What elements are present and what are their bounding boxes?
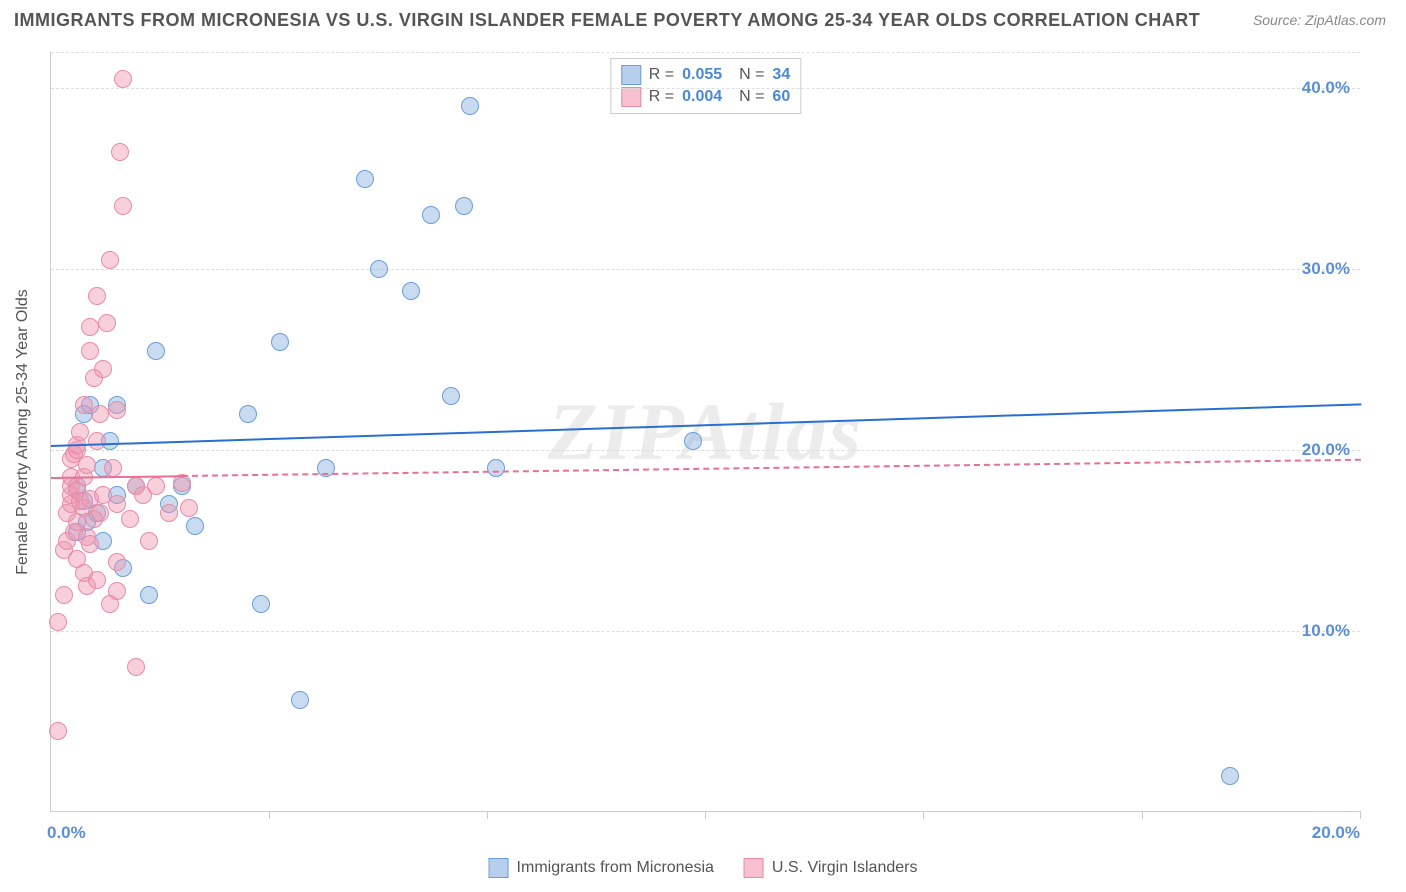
scatter-point [81, 318, 99, 336]
scatter-point [121, 510, 139, 528]
scatter-point [1221, 767, 1239, 785]
x-tick [923, 811, 924, 819]
legend-r-label: R = [649, 66, 674, 84]
scatter-point [291, 691, 309, 709]
scatter-point [49, 722, 67, 740]
legend-r-value: 0.055 [682, 66, 722, 84]
scatter-point [98, 314, 116, 332]
legend-item: Immigrants from Micronesia [489, 858, 714, 878]
trend-line [51, 475, 182, 479]
y-axis-label: Female Poverty Among 25-34 Year Olds [14, 289, 32, 575]
scatter-point [442, 387, 460, 405]
y-tick-label: 40.0% [1302, 78, 1350, 98]
legend-r-value: 0.004 [682, 88, 722, 106]
x-tick [1360, 811, 1361, 819]
legend-label: U.S. Virgin Islanders [772, 859, 918, 877]
scatter-point [111, 143, 129, 161]
legend-swatch-pink [621, 87, 641, 107]
scatter-point [455, 197, 473, 215]
x-tick [1142, 811, 1143, 819]
legend-label: Immigrants from Micronesia [517, 859, 714, 877]
scatter-point [180, 499, 198, 517]
scatter-point [127, 658, 145, 676]
scatter-point [55, 586, 73, 604]
scatter-point [104, 459, 122, 477]
gridline [51, 450, 1360, 451]
scatter-point [88, 432, 106, 450]
x-tick [705, 811, 706, 819]
scatter-point [108, 553, 126, 571]
scatter-point [684, 432, 702, 450]
scatter-point [75, 396, 93, 414]
legend-n-value: 60 [772, 88, 790, 106]
scatter-point [422, 206, 440, 224]
scatter-point [160, 504, 178, 522]
chart-title: IMMIGRANTS FROM MICRONESIA VS U.S. VIRGI… [14, 10, 1200, 31]
scatter-point [147, 342, 165, 360]
scatter-point [91, 504, 109, 522]
legend-n-label: N = [730, 66, 764, 84]
scatter-point [71, 423, 89, 441]
scatter-point [186, 517, 204, 535]
scatter-point [271, 333, 289, 351]
legend-series: Immigrants from Micronesia U.S. Virgin I… [489, 858, 918, 878]
scatter-point [114, 197, 132, 215]
scatter-point [94, 360, 112, 378]
legend-n-value: 34 [772, 66, 790, 84]
legend-r-label: R = [649, 88, 674, 106]
scatter-point [78, 456, 96, 474]
gridline [51, 269, 1360, 270]
y-tick-label: 20.0% [1302, 440, 1350, 460]
plot-area: ZIPAtlas R = 0.055 N = 34 R = 0.004 N = … [50, 52, 1360, 812]
legend-swatch-pink [744, 858, 764, 878]
trend-line [182, 459, 1361, 477]
scatter-point [88, 571, 106, 589]
legend-row: R = 0.004 N = 60 [621, 87, 790, 107]
legend-n-label: N = [730, 88, 764, 106]
gridline [51, 52, 1360, 53]
gridline [51, 88, 1360, 89]
scatter-point [108, 582, 126, 600]
gridline [51, 631, 1360, 632]
legend-item: U.S. Virgin Islanders [744, 858, 918, 878]
legend-correlation: R = 0.055 N = 34 R = 0.004 N = 60 [610, 58, 801, 114]
scatter-point [91, 405, 109, 423]
scatter-point [487, 459, 505, 477]
scatter-point [108, 495, 126, 513]
x-axis-start: 0.0% [47, 823, 86, 843]
legend-swatch-blue [489, 858, 509, 878]
scatter-point [140, 586, 158, 604]
scatter-point [101, 251, 119, 269]
scatter-point [147, 477, 165, 495]
scatter-point [402, 282, 420, 300]
y-tick-label: 10.0% [1302, 621, 1350, 641]
scatter-point [140, 532, 158, 550]
watermark: ZIPAtlas [548, 385, 863, 479]
scatter-point [114, 70, 132, 88]
y-tick-label: 30.0% [1302, 259, 1350, 279]
legend-row: R = 0.055 N = 34 [621, 65, 790, 85]
scatter-point [49, 613, 67, 631]
scatter-point [461, 97, 479, 115]
scatter-point [108, 401, 126, 419]
scatter-point [252, 595, 270, 613]
scatter-point [81, 535, 99, 553]
x-axis-end: 20.0% [1312, 823, 1360, 843]
x-tick [269, 811, 270, 819]
x-tick [487, 811, 488, 819]
scatter-point [239, 405, 257, 423]
scatter-point [370, 260, 388, 278]
source-label: Source: ZipAtlas.com [1253, 12, 1386, 28]
legend-swatch-blue [621, 65, 641, 85]
scatter-point [81, 342, 99, 360]
scatter-point [88, 287, 106, 305]
scatter-point [356, 170, 374, 188]
